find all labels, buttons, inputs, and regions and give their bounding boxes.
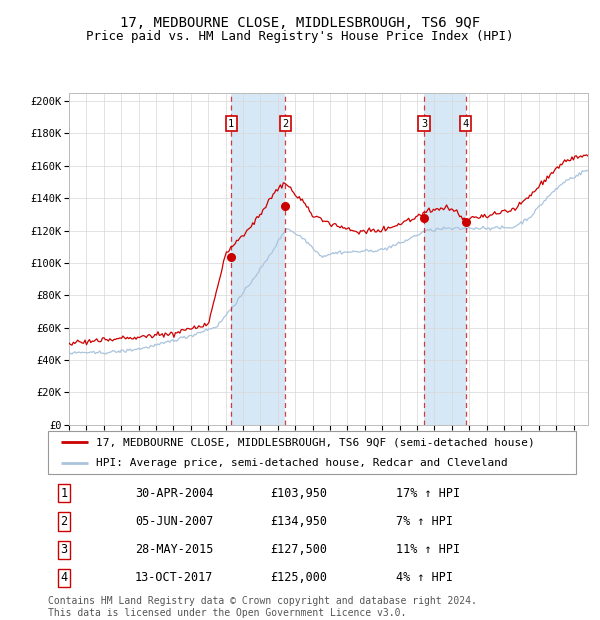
Text: 4: 4 (60, 572, 67, 585)
Bar (424, 93, 466, 425)
Bar (232, 93, 285, 425)
Text: £134,950: £134,950 (270, 515, 327, 528)
Text: £127,500: £127,500 (270, 543, 327, 556)
Text: 17, MEDBOURNE CLOSE, MIDDLESBROUGH, TS6 9QF (semi-detached house): 17, MEDBOURNE CLOSE, MIDDLESBROUGH, TS6 … (95, 437, 534, 447)
Text: 17% ↑ HPI: 17% ↑ HPI (397, 487, 461, 500)
Text: 05-JUN-2007: 05-JUN-2007 (135, 515, 214, 528)
Text: 13-OCT-2017: 13-OCT-2017 (135, 572, 214, 585)
Text: 1: 1 (60, 487, 67, 500)
Text: 17, MEDBOURNE CLOSE, MIDDLESBROUGH, TS6 9QF: 17, MEDBOURNE CLOSE, MIDDLESBROUGH, TS6 … (120, 16, 480, 30)
Text: 2: 2 (282, 119, 289, 129)
Text: £125,000: £125,000 (270, 572, 327, 585)
Text: Contains HM Land Registry data © Crown copyright and database right 2024.
This d: Contains HM Land Registry data © Crown c… (48, 596, 477, 618)
Text: HPI: Average price, semi-detached house, Redcar and Cleveland: HPI: Average price, semi-detached house,… (95, 458, 507, 468)
Text: 4% ↑ HPI: 4% ↑ HPI (397, 572, 454, 585)
Text: 2: 2 (60, 515, 67, 528)
Text: 7% ↑ HPI: 7% ↑ HPI (397, 515, 454, 528)
Text: 3: 3 (60, 543, 67, 556)
Text: 30-APR-2004: 30-APR-2004 (135, 487, 214, 500)
Text: 11% ↑ HPI: 11% ↑ HPI (397, 543, 461, 556)
Text: 4: 4 (463, 119, 469, 129)
Text: 28-MAY-2015: 28-MAY-2015 (135, 543, 214, 556)
Text: £103,950: £103,950 (270, 487, 327, 500)
FancyBboxPatch shape (48, 431, 576, 474)
Text: 3: 3 (421, 119, 427, 129)
Text: Price paid vs. HM Land Registry's House Price Index (HPI): Price paid vs. HM Land Registry's House … (86, 30, 514, 43)
Text: 1: 1 (228, 119, 235, 129)
